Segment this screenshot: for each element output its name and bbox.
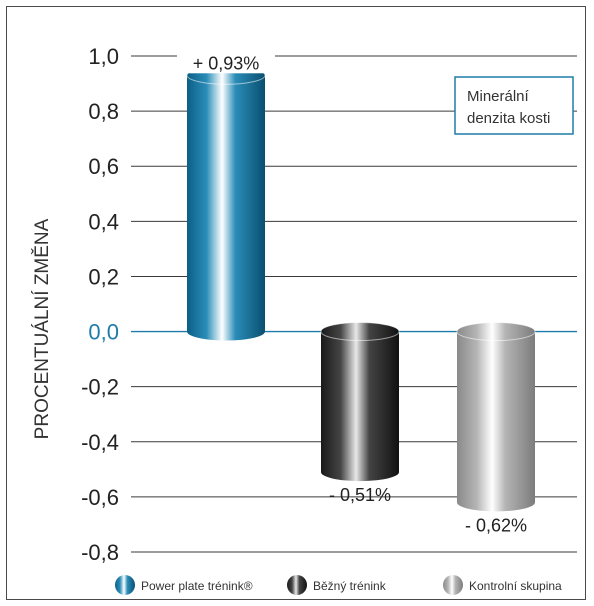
- y-tick-label: -0,2: [81, 375, 119, 400]
- legend-swatch: [115, 575, 135, 595]
- y-tick-label: 0,4: [88, 209, 119, 234]
- legend-label: Power plate trénink®: [141, 579, 253, 593]
- annotation-box: Minerální denzita kosti: [454, 76, 574, 135]
- y-tick-label: 0,0: [88, 320, 119, 345]
- data-label: - 0,51%: [329, 485, 391, 505]
- annotation-line-1: Minerální: [467, 88, 530, 105]
- legend: Power plate trénink® Běžný trénink Kontrol…: [115, 575, 562, 595]
- legend-item: Power plate trénink®: [115, 575, 253, 595]
- y-tick-labels: 1,0 0,8 0,6 0,4 0,2 0,0 -0,2 -0,4 -0,6 -0,8: [81, 44, 119, 565]
- y-tick-label: 0,6: [88, 154, 119, 179]
- legend-item: Kontrolní skupina: [443, 575, 562, 595]
- data-label: + 0,93%: [193, 53, 260, 73]
- bar-chart: 1,0 0,8 0,6 0,4 0,2 0,0 -0,2 -0,4 -0,6 -0,8 PROCE…: [31, 44, 577, 595]
- y-tick-label: -0,8: [81, 540, 119, 565]
- data-label: - 0,62%: [465, 515, 527, 535]
- y-tick-label: -0,6: [81, 485, 119, 510]
- y-tick-label: 1,0: [88, 44, 119, 69]
- legend-item: Běžný trénink: [287, 575, 387, 595]
- legend-label: Kontrolní skupina: [469, 579, 562, 593]
- legend-swatch: [287, 575, 307, 595]
- legend-swatch: [443, 575, 463, 595]
- chart-frame: 1,0 0,8 0,6 0,4 0,2 0,0 -0,2 -0,4 -0,6 -0,8 PROCE…: [6, 6, 586, 600]
- y-tick-label: 0,2: [88, 264, 119, 289]
- annotation-line-2: denzita kosti: [467, 110, 550, 127]
- bar: [320, 322, 400, 482]
- legend-label: Běžný trénink: [313, 579, 387, 593]
- y-tick-label: 0,8: [88, 99, 119, 124]
- y-axis-label: PROCENTUÁLNÍ ZMĚNA: [31, 218, 53, 439]
- bar: [186, 65, 266, 341]
- bars: + 0,93% - 0,51% - 0,62%: [177, 51, 536, 535]
- bar: [456, 322, 536, 512]
- y-tick-label: -0,4: [81, 430, 119, 455]
